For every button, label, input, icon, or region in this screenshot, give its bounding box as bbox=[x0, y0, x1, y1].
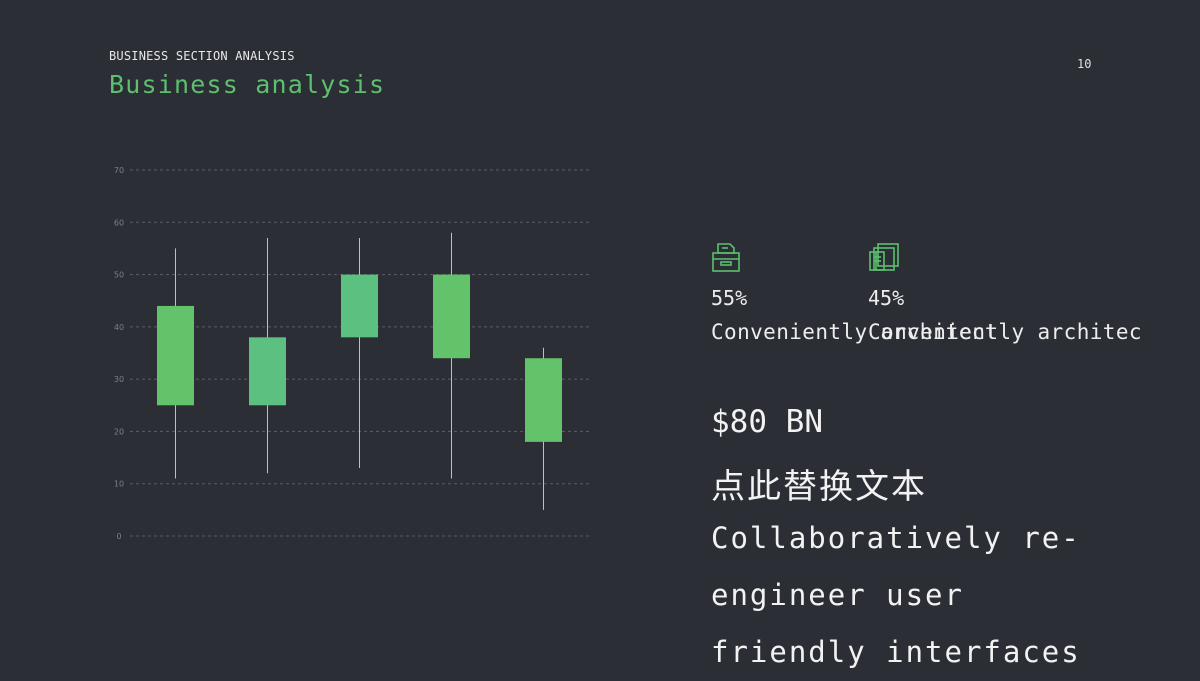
candle-body bbox=[525, 358, 562, 442]
candle-body bbox=[157, 306, 194, 405]
highlight-placeholder: 点此替换文本 bbox=[711, 459, 927, 508]
y-tick-label: 10 bbox=[114, 480, 124, 489]
y-tick-label: 50 bbox=[114, 271, 124, 280]
highlight-value: $80 BN bbox=[711, 404, 823, 440]
page-number: 10 bbox=[1077, 57, 1091, 71]
candle-body bbox=[433, 275, 470, 359]
y-tick-label: 40 bbox=[114, 323, 124, 332]
archive-box-icon bbox=[711, 240, 745, 274]
candle-body bbox=[249, 337, 286, 405]
stacked-documents-icon bbox=[868, 240, 902, 274]
y-tick-label: 0 bbox=[116, 532, 121, 541]
candlestick-chart: 0 10 20 30 40 50 60 70 bbox=[0, 0, 620, 560]
stat-percent: 55% bbox=[711, 286, 747, 310]
highlight-body: Collaboratively re-engineer user friendl… bbox=[711, 510, 1131, 681]
candle-body bbox=[341, 275, 378, 338]
stat-label: Conveniently architec bbox=[868, 320, 1142, 344]
y-tick-label: 30 bbox=[114, 375, 124, 384]
stat-percent: 45% bbox=[868, 286, 904, 310]
y-tick-label: 20 bbox=[114, 427, 124, 436]
y-tick-label: 70 bbox=[114, 166, 124, 175]
y-tick-label: 60 bbox=[114, 218, 124, 227]
stat-block-2: 45% Conveniently architec bbox=[868, 240, 1200, 274]
